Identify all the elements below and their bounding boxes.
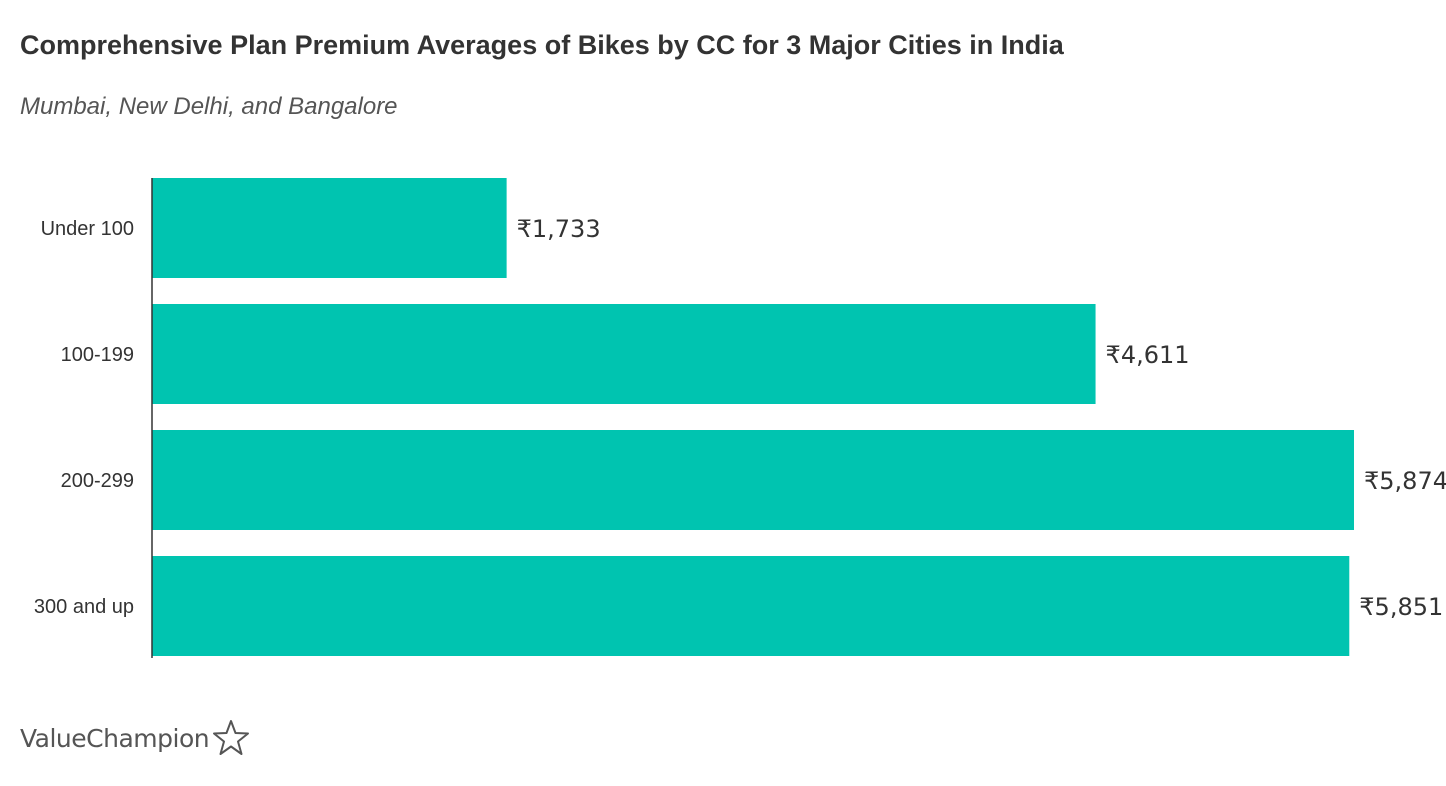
chart-subtitle: Mumbai, New Delhi, and Bangalore	[20, 93, 398, 120]
value-label-0: ₹1,733	[517, 215, 601, 243]
category-label-3: 300 and up	[34, 596, 134, 618]
bar-3	[152, 556, 1350, 656]
chart-title: Comprehensive Plan Premium Averages of B…	[20, 30, 1064, 60]
brand-logo: ValueChampion	[20, 716, 251, 760]
category-label-2: 200-299	[61, 470, 134, 492]
value-label-1: ₹4,611	[1106, 341, 1190, 369]
bar-1	[152, 304, 1096, 404]
brand-name: ValueChampion	[20, 723, 210, 753]
star-outline-icon	[213, 720, 250, 755]
category-label-0: Under 100	[41, 218, 134, 240]
bar-0	[152, 178, 507, 278]
bar-2	[152, 430, 1354, 530]
value-label-2: ₹5,874	[1364, 467, 1446, 495]
value-label-3: ₹5,851	[1359, 593, 1443, 621]
labels-layer: Under 100 ₹1,733 100-199 ₹4,611 200-299 ₹5,87…	[34, 215, 1446, 621]
bars-layer	[152, 178, 1354, 656]
category-label-1: 100-199	[61, 344, 134, 366]
